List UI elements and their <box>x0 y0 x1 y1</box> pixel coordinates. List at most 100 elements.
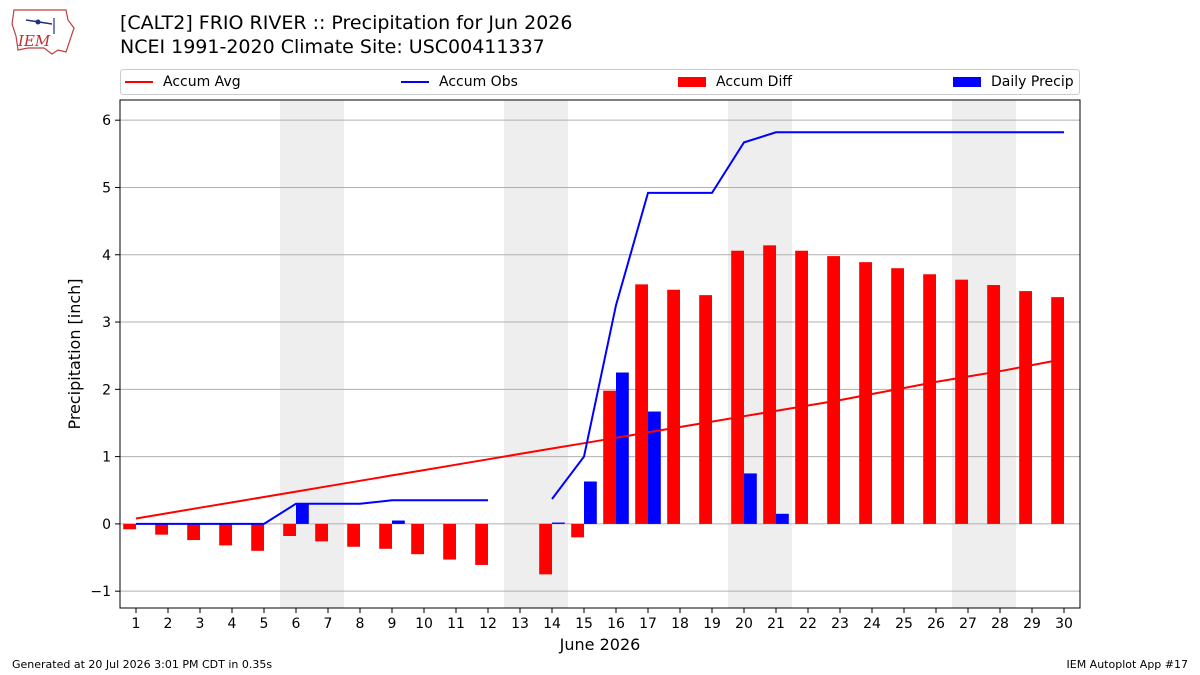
x-tick-label: 28 <box>991 616 1009 632</box>
weekend-band-7 <box>312 100 344 608</box>
x-tick-label: 18 <box>671 616 689 632</box>
x-tick-label: 10 <box>415 616 433 632</box>
weekend-band-13 <box>504 100 536 608</box>
accum-diff-bar <box>603 390 616 524</box>
daily-precip-bar <box>552 522 565 524</box>
x-axis-label: June 2026 <box>559 635 641 654</box>
x-tick-label: 14 <box>543 616 561 632</box>
legend-item-accum-avg: Accum Avg <box>125 74 241 90</box>
accum-diff-bar <box>987 285 1000 524</box>
legend-swatch-accum-diff <box>678 77 706 87</box>
x-tick-label: 30 <box>1055 616 1073 632</box>
accum-diff-bar <box>539 523 552 575</box>
legend-swatch-daily-precip <box>953 77 981 87</box>
x-tick-label: 9 <box>388 616 397 632</box>
daily-precip-bar <box>648 411 661 524</box>
x-tick-label: 17 <box>639 616 657 632</box>
accum-diff-bar <box>123 523 136 530</box>
accum-avg-line <box>135 358 1065 520</box>
accum-diff-bar <box>219 523 232 546</box>
legend: Accum Avg Accum Obs Accum Diff Daily Pre… <box>120 69 1080 95</box>
accum-diff-bar <box>699 295 712 524</box>
daily-precip-bar <box>776 513 789 524</box>
x-tick-label: 3 <box>196 616 205 632</box>
x-tick-label: 8 <box>356 616 365 632</box>
y-tick-label: 2 <box>102 382 111 398</box>
plot-frame <box>119 99 1081 609</box>
y-tick-label: −1 <box>90 584 111 600</box>
accum-diff-bar <box>635 284 648 524</box>
x-tick-label: 24 <box>863 616 881 632</box>
y-tick-label: 5 <box>102 180 111 196</box>
accum-diff-bar <box>283 523 296 537</box>
y-tick-label: 0 <box>102 517 111 533</box>
accum-diff-bar <box>923 274 936 524</box>
legend-item-accum-obs: Accum Obs <box>401 74 518 90</box>
accum-diff-bar <box>763 245 776 524</box>
x-tick-label: 21 <box>767 616 785 632</box>
x-tick-label: 23 <box>831 616 849 632</box>
chart-subtitle: NCEI 1991-2020 Climate Site: USC00411337 <box>120 36 545 58</box>
accum-diff-bar <box>379 523 392 549</box>
x-tick-label: 5 <box>260 616 269 632</box>
legend-label-accum-diff: Accum Diff <box>716 74 793 90</box>
daily-precip-bar <box>296 503 309 524</box>
legend-item-accum-diff: Accum Diff <box>678 74 792 90</box>
legend-swatch-accum-obs <box>401 81 429 83</box>
legend-swatch-accum-avg <box>125 81 153 83</box>
accum-diff-bar <box>891 268 904 524</box>
chart-title: [CALT2] FRIO RIVER :: Precipitation for … <box>120 12 573 34</box>
x-tick-label: 16 <box>607 616 625 632</box>
logo-text: IEM <box>17 32 51 50</box>
legend-item-daily-precip: Daily Precip <box>953 74 1074 90</box>
x-tick-label: 20 <box>735 616 753 632</box>
legend-label-accum-obs: Accum Obs <box>439 74 518 90</box>
generated-note: Generated at 20 Jul 2026 3:01 PM CDT in … <box>12 658 273 671</box>
accum-diff-bar <box>443 523 456 560</box>
accum-diff-bar <box>155 523 168 535</box>
y-axis-label: Precipitation [inch] <box>65 278 84 429</box>
x-tick-label: 1 <box>132 616 141 632</box>
accum-diff-bar <box>315 523 328 542</box>
x-tick-label: 6 <box>292 616 301 632</box>
x-tick-label: 13 <box>511 616 529 632</box>
y-tick-label: 6 <box>102 113 111 129</box>
accum-diff-bar <box>251 523 264 551</box>
x-tick-label: 11 <box>447 616 465 632</box>
accum-diff-bar <box>827 256 840 524</box>
daily-precip-bar <box>616 372 629 524</box>
x-tick-label: 15 <box>575 616 593 632</box>
accum-diff-bar <box>667 289 680 524</box>
x-tick-label: 26 <box>927 616 945 632</box>
accum-diff-bar <box>859 262 872 524</box>
accum-diff-bar <box>347 523 360 547</box>
accum-diff-bar <box>1051 297 1064 524</box>
x-tick-label: 29 <box>1023 616 1041 632</box>
accum-obs-line <box>551 131 1064 500</box>
x-tick-label: 19 <box>703 616 721 632</box>
accum-diff-bar <box>731 250 744 524</box>
x-tick-label: 22 <box>799 616 817 632</box>
y-tick-label: 1 <box>102 450 111 466</box>
x-tick-label: 25 <box>895 616 913 632</box>
accum-diff-bar <box>571 523 584 538</box>
accum-diff-bar <box>411 523 424 555</box>
accum-diff-bar <box>795 250 808 524</box>
accum-diff-bar <box>187 523 200 541</box>
legend-label-daily-precip: Daily Precip <box>991 74 1074 90</box>
x-tick-label: 7 <box>324 616 333 632</box>
x-tick-label: 12 <box>479 616 497 632</box>
daily-precip-bar <box>584 481 597 524</box>
y-tick-label: 3 <box>102 315 111 331</box>
x-tick-label: 27 <box>959 616 977 632</box>
accum-diff-bar <box>1019 291 1032 524</box>
y-tick-label: 4 <box>102 248 111 264</box>
daily-precip-bar <box>744 473 757 524</box>
accum-obs-line <box>136 499 488 525</box>
iem-logo: IEM <box>11 9 75 55</box>
daily-precip-bar <box>392 520 405 524</box>
app-label: IEM Autoplot App #17 <box>1066 658 1189 671</box>
x-tick-label: 4 <box>228 616 237 632</box>
accum-diff-bar <box>955 279 968 524</box>
